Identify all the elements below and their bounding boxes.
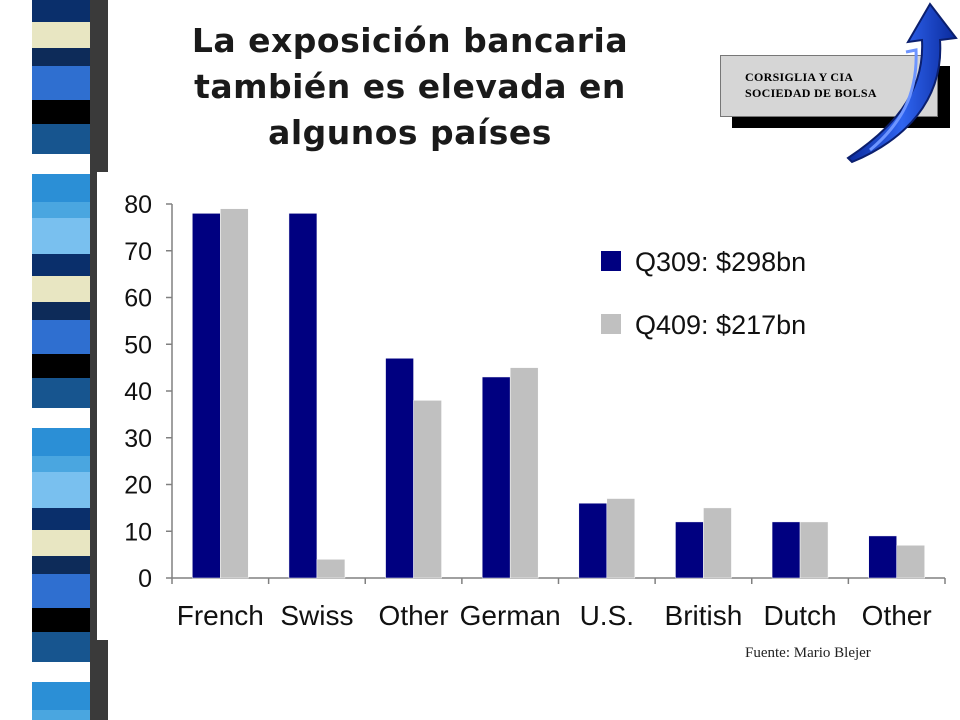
y-tick-label: 70 xyxy=(124,238,152,266)
strip-block xyxy=(32,254,90,276)
bar-q409 xyxy=(606,498,636,579)
bar-q409 xyxy=(413,400,442,579)
strip-block xyxy=(32,320,90,354)
x-tick-label: French xyxy=(177,600,264,631)
strip-block xyxy=(32,174,90,202)
y-tick-label: 80 xyxy=(124,191,152,219)
strip-block xyxy=(32,574,90,608)
bar-q409 xyxy=(703,507,732,579)
blue-upward-arrow-icon xyxy=(846,2,958,164)
y-tick-label: 40 xyxy=(124,378,152,406)
strip-block xyxy=(32,154,90,174)
x-tick-label: Swiss xyxy=(280,600,353,631)
legend-label: Q309: $298bn xyxy=(635,247,806,277)
strip-block xyxy=(32,556,90,574)
x-tick-label: Dutch xyxy=(763,600,836,631)
strip-block xyxy=(32,472,90,508)
strip-block xyxy=(32,408,90,428)
strip-block xyxy=(32,608,90,632)
strip-block xyxy=(32,22,90,48)
strip-block xyxy=(32,202,90,218)
bar-q409 xyxy=(799,521,829,579)
x-tick-label: British xyxy=(665,600,743,631)
strip-block xyxy=(32,710,90,720)
decorative-side-strip xyxy=(32,0,108,720)
strip-block xyxy=(32,682,90,710)
y-tick-label: 10 xyxy=(124,518,152,546)
strip-block xyxy=(32,100,90,124)
strip-block xyxy=(32,0,90,22)
title-line-1: La exposición bancaria xyxy=(191,21,629,60)
strip-block xyxy=(32,302,90,320)
company-logo xyxy=(720,55,938,117)
bank-exposure-bar-chart: 0 10 20 30 40 50 60 70 80 French Swiss Other German… xyxy=(124,191,946,631)
legend-label: Q409: $217bn xyxy=(635,310,806,340)
strip-block xyxy=(32,48,90,66)
strip-block xyxy=(32,124,90,154)
x-tick-label: Other xyxy=(862,600,932,631)
legend-swatch xyxy=(601,314,621,334)
strip-block xyxy=(32,276,90,302)
y-tick-label: 0 xyxy=(138,565,152,593)
bar-q309 xyxy=(675,521,704,579)
bar-q309 xyxy=(288,213,318,579)
bar-q409 xyxy=(220,208,249,579)
chart-bars xyxy=(192,208,925,579)
y-tick-label: 30 xyxy=(124,425,152,453)
strip-block xyxy=(32,218,90,254)
y-tick-label: 50 xyxy=(124,331,152,359)
strip-block xyxy=(32,66,90,100)
bar-q409 xyxy=(316,559,346,579)
y-tick-labels: 0 10 20 30 40 50 60 70 80 xyxy=(124,191,152,593)
bar-q409 xyxy=(509,367,539,579)
title-line-3: algunos países xyxy=(268,113,552,152)
strip-block xyxy=(32,428,90,456)
x-tick-label: German xyxy=(460,600,561,631)
logo-line-1: CORSIGLIA Y CIA xyxy=(745,70,854,84)
x-tick-label: Other xyxy=(379,600,449,631)
y-tick-label: 20 xyxy=(124,472,152,500)
strip-block xyxy=(32,508,90,530)
bar-q309 xyxy=(385,358,414,579)
bar-q309 xyxy=(771,521,801,579)
strip-block xyxy=(32,378,90,408)
strip-block xyxy=(32,456,90,472)
x-tick-labels: French Swiss Other German U.S. British Dutch Ot… xyxy=(177,600,932,631)
strip-block xyxy=(32,662,90,682)
bar-q309 xyxy=(481,376,511,579)
strip-block xyxy=(32,354,90,378)
slide-title: La exposición bancaria también es elevad… xyxy=(150,18,670,156)
source-note: Fuente: Mario Blejer xyxy=(745,645,871,661)
y-tick-label: 60 xyxy=(124,285,152,313)
legend-swatch xyxy=(601,251,621,271)
logo-line-2: SOCIEDAD DE BOLSA xyxy=(745,86,877,100)
bar-q309 xyxy=(868,535,897,579)
title-line-2: también es elevada en xyxy=(194,67,626,106)
chart-legend: Q309: $298bn Q409: $217bn xyxy=(601,247,806,340)
bar-q309 xyxy=(578,502,608,579)
strip-block xyxy=(32,530,90,556)
strip-block xyxy=(32,632,90,662)
x-tick-label: U.S. xyxy=(580,600,634,631)
bar-q309 xyxy=(192,213,221,579)
bar-q409 xyxy=(896,545,925,579)
